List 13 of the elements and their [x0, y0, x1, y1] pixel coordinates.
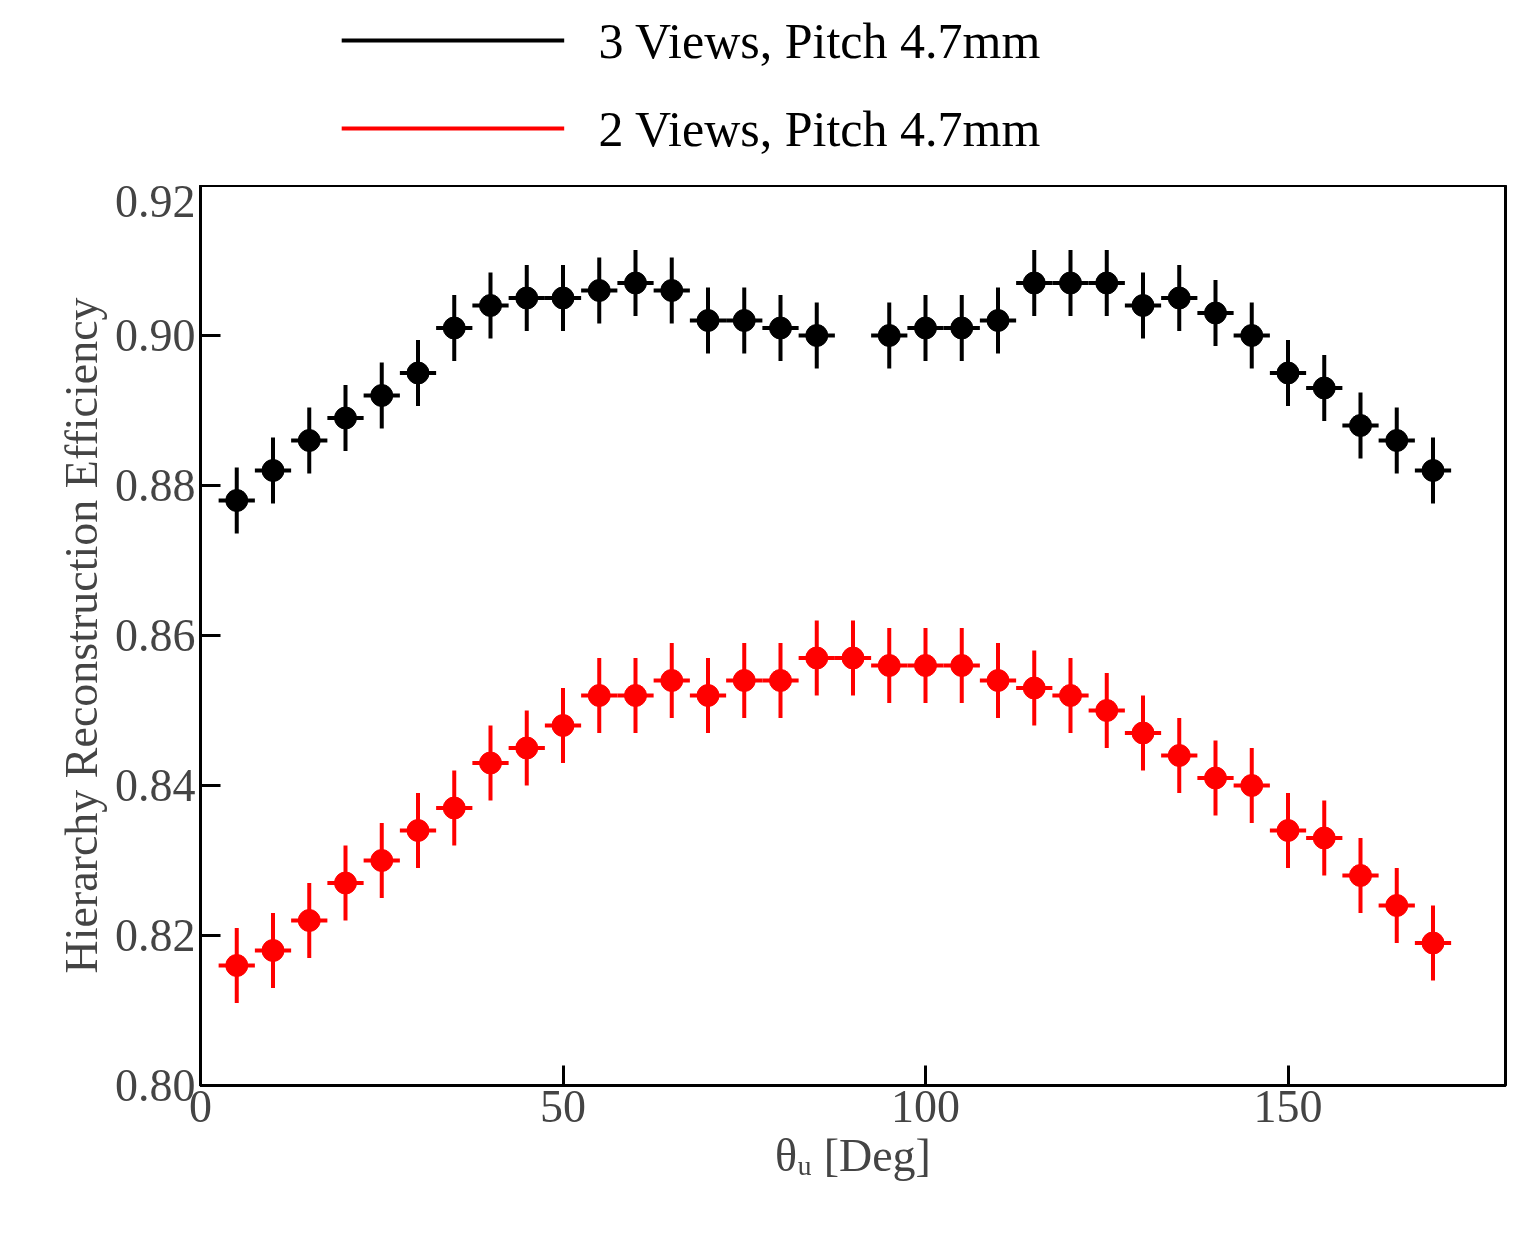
x-tick-label: 50 — [540, 1080, 586, 1132]
y-tick-label: 0.92 — [115, 175, 196, 227]
y-tick-label: 0.82 — [115, 910, 196, 961]
y-tick-label: 0.86 — [115, 610, 196, 661]
x-tick-label: 100 — [891, 1080, 960, 1132]
x-axis-title: θᵤ [Deg] — [775, 1129, 931, 1181]
legend-label: 2 Views, Pitch 4.7mm — [598, 100, 1041, 157]
y-tick-label: 0.84 — [115, 760, 196, 811]
legend-label: 3 Views, Pitch 4.7mm — [598, 12, 1041, 69]
y-axis-title: Hierarchy Reconstruction Efficiency — [56, 297, 107, 974]
x-tick-label: 150 — [1253, 1080, 1323, 1132]
y-tick-label: 0.90 — [115, 310, 196, 361]
y-tick-label: 0.88 — [115, 460, 196, 511]
